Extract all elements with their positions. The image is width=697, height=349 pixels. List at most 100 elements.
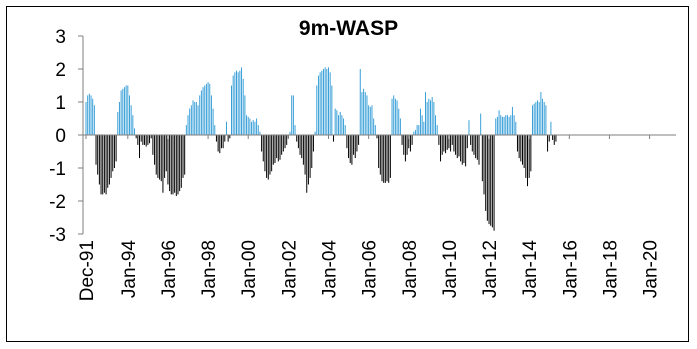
data-bar [210,95,212,135]
data-bar [443,135,445,152]
data-bar [192,100,194,135]
data-bar [97,135,99,175]
data-bar [450,135,452,152]
data-bar [281,135,283,155]
data-bar [401,135,403,145]
data-bar [264,135,266,172]
data-bar [317,75,319,135]
x-tick-label: Jan-14 [520,240,541,299]
data-bar [419,108,421,135]
data-bar [543,102,545,135]
data-bar [92,98,94,135]
data-bar [274,135,276,164]
data-bar [312,135,314,152]
x-tick-label: Jan-08 [400,240,421,298]
data-bar [408,135,410,149]
data-bar [256,118,258,135]
data-bar [85,102,87,135]
x-tick-label: Jan-98 [199,240,220,298]
data-bar [486,135,488,221]
data-bar [154,135,156,165]
data-bar [269,135,271,175]
data-bar [95,135,97,165]
data-bar [190,105,192,135]
data-bar [433,102,435,135]
data-bar [87,95,89,135]
data-bar [456,135,458,159]
data-bar [491,135,493,228]
data-bar [117,111,119,135]
data-bar [334,108,336,135]
data-bar [142,135,144,145]
data-bar [184,135,186,175]
data-bar [331,85,333,135]
data-bar [421,115,423,135]
data-bar [102,135,104,195]
data-bar [413,131,415,135]
data-bar [137,135,139,145]
data-bar [463,135,465,164]
data-bar [538,102,540,135]
data-bar [550,121,552,135]
data-bar [363,88,365,135]
data-bar [277,135,279,162]
data-bar [537,100,539,135]
data-bar [329,72,331,135]
data-bar [271,135,273,172]
data-bar [123,87,125,135]
data-bar [346,135,348,149]
data-bar [349,135,351,164]
y-tick-label: -2 [49,192,66,213]
data-bar [204,85,206,135]
data-bar [460,135,462,162]
data-bar [430,100,432,135]
data-bar [145,135,147,147]
data-bar [294,125,296,135]
data-bar [234,72,236,135]
data-bar [254,121,256,135]
data-bar [291,95,293,135]
data-bar [356,135,358,152]
data-bar [195,102,197,135]
x-tick-label: Jan-10 [440,240,461,298]
data-bar [296,135,298,142]
data-bar [251,121,253,135]
data-bar [351,135,353,165]
data-bar [448,135,450,149]
data-bar [403,135,405,155]
data-bar [90,95,92,135]
data-bar [194,102,196,135]
data-bar [388,135,390,183]
data-bar [416,125,418,135]
data-bar [445,135,447,154]
x-tick-label: Jan-20 [641,240,662,298]
data-bar [441,135,443,155]
data-bar [177,135,179,195]
data-bar [266,135,268,178]
data-bar [336,110,338,135]
data-bar [272,135,274,165]
data-bar [222,135,224,149]
data-bar [267,135,269,180]
data-bar [490,135,492,226]
data-bar [165,135,167,172]
data-bar [122,88,124,135]
data-bar [209,83,211,135]
x-tick-label: Jan-94 [119,240,140,299]
data-bar [257,125,259,135]
data-bar [495,118,497,135]
data-bar [503,116,505,135]
data-bar [532,105,534,135]
data-bar [453,135,455,152]
y-tick-label: 0 [55,126,66,147]
data-bar [465,135,467,167]
data-bar [414,130,416,135]
data-bar [182,135,184,178]
data-bar [424,92,426,135]
data-bar [144,135,146,145]
data-bar [383,135,385,183]
data-bar [289,131,291,135]
data-bar [326,69,328,135]
data-bar [339,111,341,135]
